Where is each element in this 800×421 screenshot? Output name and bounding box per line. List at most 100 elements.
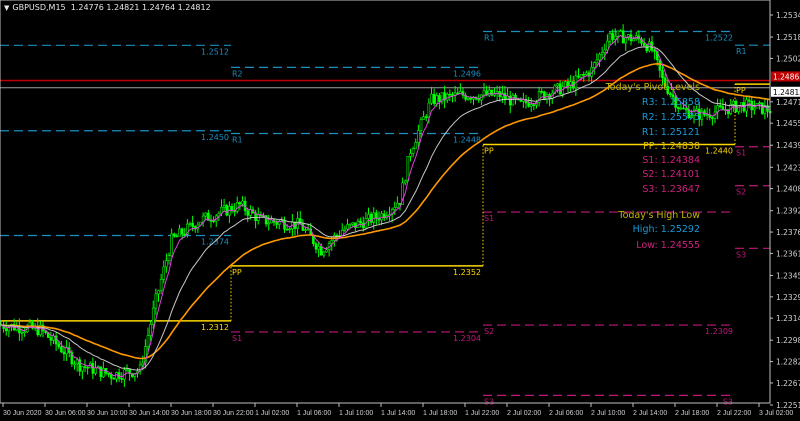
candle-body	[175, 235, 179, 238]
candle-body	[679, 107, 683, 110]
moving-averages	[0, 34, 771, 378]
price-tick-label: 1.24080	[776, 185, 800, 194]
time-tick-label: 1 Jul 02:00	[255, 410, 289, 417]
candle-body	[348, 223, 352, 226]
candle-body	[490, 89, 494, 96]
high-low-title: Today's High Low	[618, 210, 700, 221]
candle-body	[669, 93, 672, 96]
candle-body	[73, 363, 76, 366]
candle-body	[75, 359, 79, 365]
candle-body	[466, 97, 470, 100]
pivot-s3: S3: 1.23647	[642, 184, 700, 195]
price-tick-label: 1.23920	[776, 207, 800, 216]
price-tick-label: 1.24395	[776, 141, 800, 150]
candle-body	[511, 94, 515, 106]
candle-body	[598, 53, 601, 61]
candle-body	[697, 108, 701, 120]
candle-body	[170, 233, 173, 256]
triangle-down-icon[interactable]: ▼	[4, 4, 10, 12]
candle-body	[611, 33, 614, 40]
level-name-label: PP	[484, 147, 494, 156]
candle-body	[459, 91, 462, 94]
candle-body	[519, 98, 523, 102]
pivot-s1: S1: 1.24384	[642, 155, 700, 166]
candle-body	[718, 105, 722, 107]
candle-body	[346, 224, 349, 230]
candle-body	[671, 94, 675, 98]
candle-body	[322, 251, 326, 256]
candle-body	[375, 212, 378, 219]
candle-body	[330, 240, 334, 244]
candle-body	[734, 100, 738, 112]
candle-body	[487, 89, 491, 96]
candle-body	[207, 212, 210, 221]
candle-body	[343, 228, 347, 231]
candle-body	[527, 102, 530, 107]
candle-body	[661, 70, 664, 79]
candle-body	[78, 359, 82, 372]
candle-body	[354, 222, 357, 228]
candle-body	[666, 85, 670, 94]
candle-body	[684, 108, 688, 111]
candle-body	[585, 72, 588, 75]
candle-body	[401, 182, 404, 205]
candle-body	[469, 97, 473, 100]
candle-body	[448, 93, 452, 96]
candle-body	[435, 95, 439, 104]
price-tick-label: 1.25025	[776, 54, 800, 63]
candle-body	[204, 212, 208, 217]
time-tick-label: 1 Jul 14:00	[381, 410, 415, 417]
level-value-label: 1.2512	[201, 47, 229, 56]
candle-body	[419, 119, 423, 131]
candle-body	[438, 95, 441, 103]
candle-body	[390, 209, 394, 215]
bid-price-tag	[771, 86, 800, 97]
candle-body	[246, 210, 250, 216]
candle-body	[566, 81, 570, 87]
candle-body	[758, 102, 761, 105]
candle-body	[70, 352, 74, 365]
chart-title: ▼ GBPUSD,M15 1.24776 1.24821 1.24764 1.24…	[4, 3, 211, 12]
candle-body	[705, 114, 709, 116]
ask-price-tag	[771, 71, 800, 82]
candle-body	[241, 200, 244, 205]
ask-price-tag-label: 1.24865	[773, 72, 800, 81]
level-name-label: PP	[232, 268, 242, 277]
candle-body	[225, 205, 229, 216]
level-value-label: 1.2312	[201, 323, 229, 332]
candle-body	[613, 35, 617, 40]
candle-body	[424, 116, 428, 119]
candle-body	[285, 228, 289, 231]
candle-body	[577, 75, 580, 78]
candle-body	[57, 343, 61, 348]
time-tick-label: 2 Jul 10:00	[591, 410, 625, 417]
time-tick-label: 2 Jul 06:00	[549, 410, 583, 417]
candle-body	[165, 260, 168, 268]
candle-body	[298, 218, 302, 225]
price-tick-label: 1.23295	[776, 293, 800, 302]
candle-body	[288, 228, 292, 231]
candle-body	[317, 246, 320, 250]
time-tick-label: 2 Jul 18:00	[675, 410, 709, 417]
ma-slow-line	[0, 62, 771, 360]
price-tick-label: 1.25180	[776, 33, 800, 42]
candle-body	[172, 233, 176, 237]
candle-body	[235, 202, 239, 212]
candle-body	[430, 93, 433, 104]
price-tick-label: 1.22980	[776, 336, 800, 345]
candle-body	[222, 205, 226, 208]
pivot-r1: R1: 1.25121	[641, 127, 700, 138]
today-high: High: 1.25292	[632, 224, 700, 235]
candle-body	[167, 255, 171, 262]
candle-body	[304, 229, 307, 231]
candle-body	[351, 222, 355, 225]
candle-body	[456, 92, 460, 95]
level-name-label: S2	[484, 327, 494, 336]
candle-body	[254, 212, 257, 222]
level-value-label: 1.2448	[453, 136, 481, 145]
pivot-levels: 1.2512 1.2450 1.2374 1.2312 R2 1.2496 R1 1.2448…	[0, 30, 770, 406]
candle-body	[186, 223, 189, 235]
candle-body	[86, 366, 89, 369]
